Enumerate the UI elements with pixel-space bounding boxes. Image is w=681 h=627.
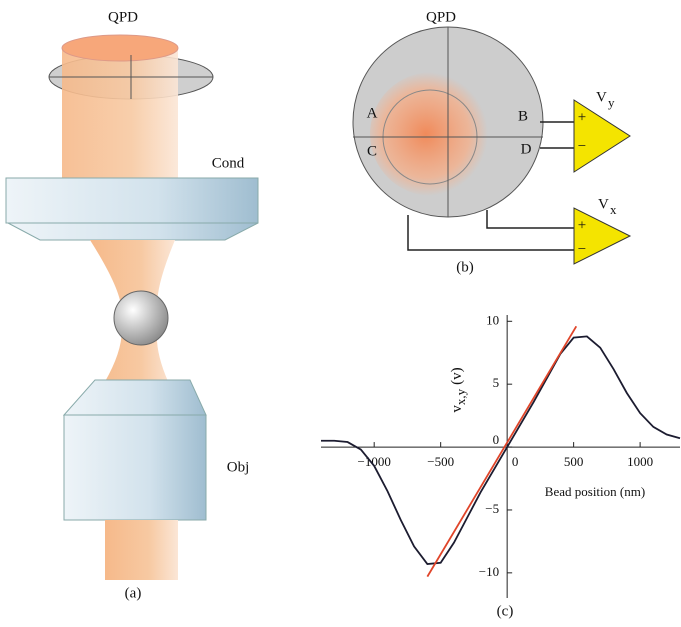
objective-tip [64, 380, 206, 415]
label: B [518, 108, 528, 124]
sign: − [578, 138, 586, 154]
label: QPD [426, 9, 456, 25]
label: Obj [227, 459, 250, 475]
sign: − [578, 241, 586, 257]
label: V [596, 89, 607, 105]
label: V [598, 196, 609, 212]
caption: (a) [125, 585, 142, 601]
y-tick-label: 0 [493, 432, 500, 447]
label: A [367, 105, 378, 121]
condenser-tip [8, 223, 258, 240]
sign: + [578, 109, 586, 125]
label: C [367, 143, 377, 159]
beam [62, 48, 178, 182]
bead [114, 291, 168, 345]
y-tick-label: 10 [486, 312, 499, 327]
x-tick-label: 0 [512, 454, 519, 469]
x-tick-label: −500 [427, 454, 454, 469]
label: D [521, 141, 532, 157]
condenser [6, 178, 258, 223]
label: Cond [212, 155, 245, 171]
caption: (c) [497, 603, 514, 619]
objective [64, 415, 206, 520]
y-label-sub: x,y [453, 388, 468, 405]
spot [370, 72, 494, 196]
y-tick-label: −5 [485, 501, 499, 516]
label: y [608, 95, 615, 110]
caption: (b) [456, 259, 474, 275]
y-axis-label: vx,y(v) [449, 367, 468, 412]
series-line [427, 326, 576, 576]
chart: (c) Bead position (nm) vx,y(v) −1000−500… [321, 312, 680, 619]
y-tick-label: −10 [479, 564, 499, 579]
label: x [610, 202, 617, 217]
y-tick-label: 5 [493, 375, 500, 390]
beam-top [62, 35, 178, 61]
series-line [321, 336, 680, 564]
x-tick-label: 500 [564, 454, 584, 469]
beam [105, 520, 178, 580]
label: QPD [108, 9, 138, 25]
x-tick-label: 1000 [627, 454, 653, 469]
figure: QPD Cond Obj (a) QPD A C B D + − + − V y… [0, 0, 681, 627]
sign: + [578, 217, 586, 233]
y-label-unit: (v) [449, 367, 465, 385]
x-axis-label: Bead position (nm) [545, 484, 645, 499]
